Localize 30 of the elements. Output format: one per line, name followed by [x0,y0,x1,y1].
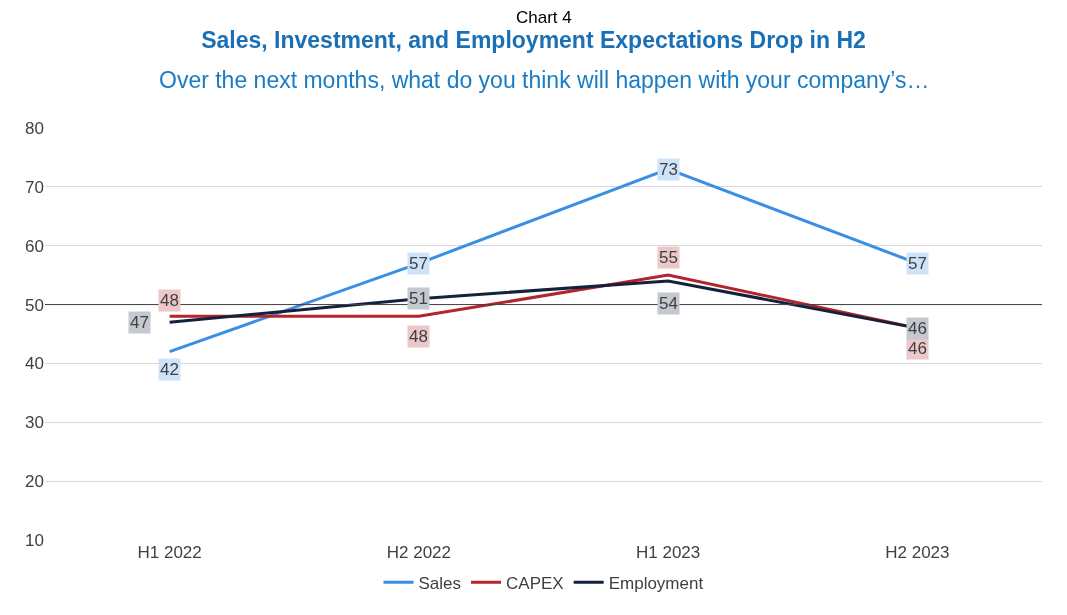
y-tick-label: 20 [25,472,44,492]
x-tick-label: H2 2023 [885,543,950,562]
data-label: 51 [409,289,428,308]
y-tick-label: 40 [25,354,44,374]
data-label: 73 [659,160,678,179]
data-label: 46 [908,339,927,358]
data-label: 57 [908,254,927,273]
y-tick-label: 30 [25,413,44,433]
data-label: 46 [908,319,927,338]
chart-title: Sales, Investment, and Employment Expectations Drop in H2 [201,27,866,54]
data-label: 48 [160,291,179,310]
x-tick-label: H1 2023 [635,543,701,562]
y-tick-label: 50 [25,295,44,315]
y-tick-label: 10 [25,530,44,550]
legend-label: Employment [608,573,704,593]
x-tick-label: H1 2022 [137,543,202,562]
y-tick-label: 60 [25,236,44,256]
data-label: 55 [659,248,678,267]
data-label: 57 [409,254,428,273]
data-label: 47 [130,313,149,332]
y-tick-label: 80 [25,118,44,138]
y-tick-label: 70 [25,177,44,197]
data-label: 54 [659,294,678,313]
caption: Chart 4 [516,8,572,27]
data-label: 42 [160,360,179,379]
x-tick-label: H2 2022 [386,543,452,562]
chart-subtitle: Over the next months, what do you think will happen with your company’s… [159,67,930,93]
legend-label: CAPEX [506,573,564,593]
data-label: 48 [409,327,428,346]
legend-label: Sales [418,573,462,593]
